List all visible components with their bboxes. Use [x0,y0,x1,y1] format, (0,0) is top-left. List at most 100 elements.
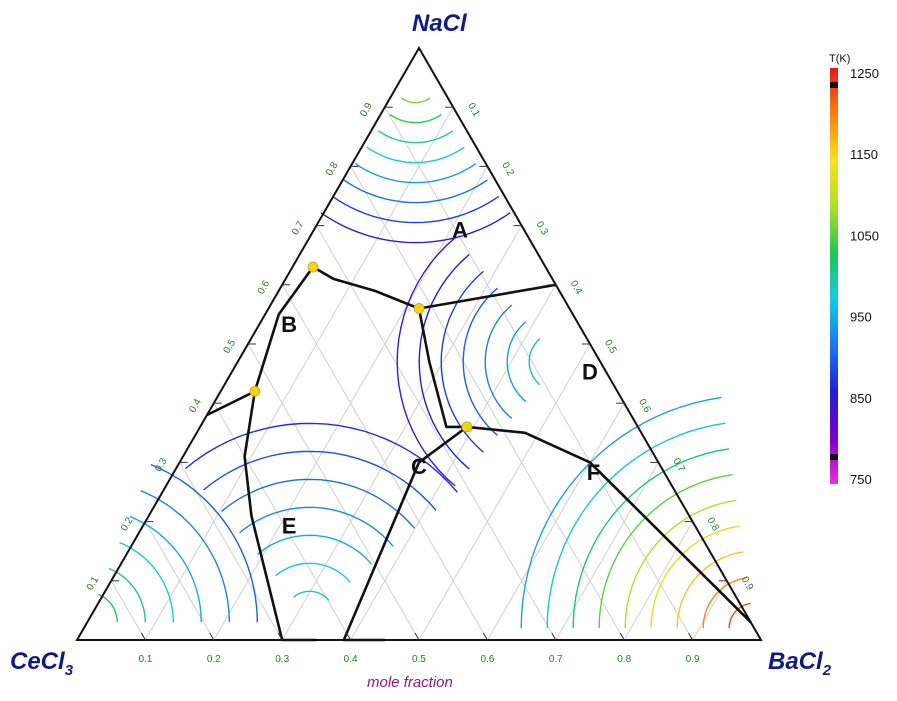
grid-line [247,343,420,641]
colorbar-tick-label: 750 [850,472,872,487]
tick-label-bottom: 0.7 [549,654,563,665]
grid-line [144,521,215,641]
tick-label-left: 0.7 [290,219,307,237]
triangle-frame [75,46,763,641]
tick-label-left: 0.1 [85,574,102,592]
colorbar-marker [830,82,838,88]
phase-boundary-line [417,308,467,429]
tick-label-right: 0.4 [568,279,585,297]
axis-unit-label: mole fraction [367,674,453,691]
tick-mark [140,632,146,641]
triangle-outline [75,46,763,641]
phase-field-label: A [452,217,468,242]
isotherm-field-f [546,422,726,629]
grid-line [418,343,591,641]
phase-field-label: B [281,312,297,337]
tick-label-bottom: 0.1 [138,654,152,665]
tick-label-left: 0.3 [153,456,170,474]
tick-label-right: 0.7 [670,456,687,474]
phase-boundary-line [466,425,752,624]
tick-label-left: 0.6 [256,278,273,296]
tick-marks-and-labels: 0.9 0.9 0.1 0.8 0.8 0.2 0.7 0.7 0.3 0.6 0.6 0.4 0.5 0… [85,101,756,665]
isotherm-field-c [275,562,351,583]
eutectic-point-marker [413,303,425,314]
isotherm-field-d [528,338,541,386]
tick-label-left: 0.4 [187,397,204,415]
tick-label-bottom: 0.3 [275,654,289,665]
phase-boundary-line [253,266,315,392]
tick-label-bottom: 0.9 [686,654,700,665]
isotherm-field-a [320,212,511,244]
tick-label-bottom: 0.6 [480,654,494,665]
phase-field-label: D [582,360,598,385]
grid-line [281,225,523,641]
isotherm-field-c [185,422,458,493]
isotherm-field-f [702,577,748,629]
colorbar-tick-label: 1050 [850,228,879,243]
isotherm-field-f [676,551,744,629]
colorbar-tick-label: 1250 [850,66,879,81]
phase-field-labels: A B C D E F [281,217,600,538]
isotherm-field-a [366,146,465,164]
isotherm-field-f [650,525,740,629]
isotherm-field-f [520,396,722,629]
isotherm-field-a [400,97,431,104]
tick-label-bottom: 0.8 [617,654,631,665]
tick-label-right: 0.5 [602,338,619,356]
isotherm-field-d [418,253,470,470]
eutectic-points [249,261,473,433]
temperature-isotherms [98,97,751,629]
tick-mark [346,632,352,641]
tick-label-left: 0.9 [358,101,375,119]
tick-mark [209,632,215,641]
eutectic-point-marker [249,385,261,397]
tick-mark [688,632,694,641]
tick-label-bottom: 0.5 [412,654,426,665]
grid-line [384,106,694,641]
phase-field-label: E [282,513,297,538]
isotherm-field-d [484,304,513,419]
tick-label-right: 0.1 [465,101,482,119]
phase-boundary-line [342,425,468,642]
grid-line [623,521,694,641]
colorbar-tick-label: 850 [850,391,872,406]
grid-line [144,106,454,641]
grid-line [179,462,283,641]
tick-mark [414,632,420,641]
grid-line [486,402,625,641]
grid-lines [110,106,728,641]
vertex-label-left: CeCl3 [10,648,74,679]
grid-line [110,580,146,641]
isotherm-field-f [572,448,730,629]
grid-line [692,580,728,641]
eutectic-point-marker [307,261,319,273]
grid-line [213,402,352,641]
tick-label-right: 0.6 [636,397,653,415]
vertex-label-right: BaCl2 [768,648,832,679]
phase-boundary-line [206,390,256,417]
tick-label-bottom: 0.4 [344,654,358,665]
tick-mark [551,632,557,641]
tick-label-bottom: 0.2 [207,654,221,665]
isotherm-field-a [332,195,500,224]
isotherm-field-c [221,478,416,529]
isotherm-field-d [396,237,456,487]
tick-mark [619,632,625,641]
phase-boundary-line [312,265,557,310]
eutectic-point-marker [461,421,473,433]
isotherm-field-c [239,506,394,547]
isotherm-field-e [140,489,230,623]
grid-line [315,225,557,641]
isotherm-field-a [355,163,477,184]
isotherm-field-d [506,321,527,403]
tick-label-left: 0.5 [222,338,239,356]
tick-mark [277,632,283,641]
isotherm-field-c [203,450,437,511]
colorbar-tick-label: 1150 [850,147,878,162]
isotherm-field-d [462,287,498,436]
colorbar-marker [830,454,838,460]
isotherm-field-c [257,534,373,565]
isotherm-field-e [119,541,174,623]
